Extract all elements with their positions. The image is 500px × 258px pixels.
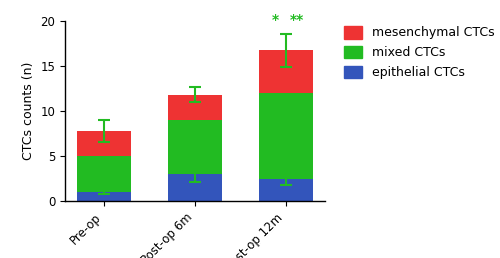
Bar <box>258 51 313 93</box>
Bar <box>77 156 132 192</box>
Bar <box>258 179 313 201</box>
Bar <box>77 192 132 201</box>
Bar <box>258 93 313 179</box>
Text: *: * <box>272 13 278 27</box>
Bar <box>77 131 132 156</box>
Text: **: ** <box>290 13 304 27</box>
Legend: mesenchymal CTCs, mixed CTCs, epithelial CTCs: mesenchymal CTCs, mixed CTCs, epithelial… <box>342 23 497 82</box>
Bar <box>168 120 222 174</box>
Y-axis label: CTCs counts (n): CTCs counts (n) <box>22 62 35 160</box>
Bar <box>168 95 222 120</box>
Bar <box>168 174 222 201</box>
